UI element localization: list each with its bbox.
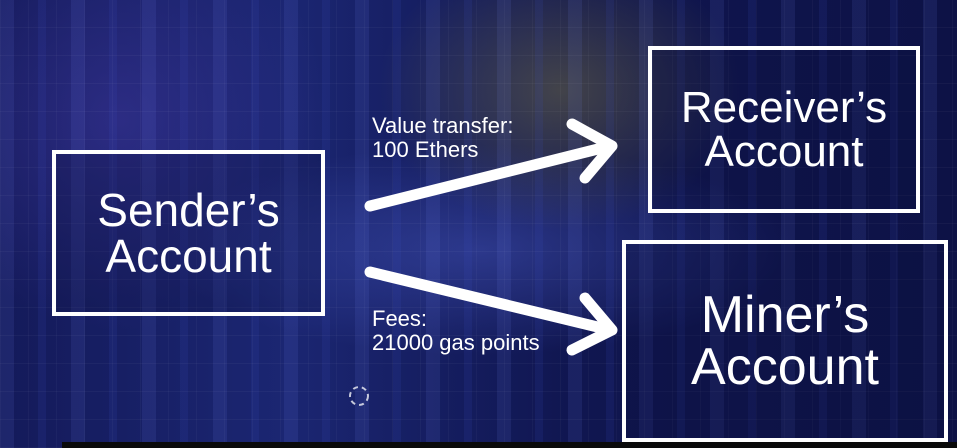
fees-caption-line2: 21000 gas points [372,330,540,356]
fees-caption: Fees: 21000 gas points [372,306,540,356]
loading-spinner-icon [349,386,369,406]
miner-account-box: Miner’s Account [622,240,948,442]
receiver-account-box: Receiver’s Account [648,46,920,213]
sender-account-box: Sender’s Account [52,150,325,316]
sender-account-label: Sender’s Account [97,184,280,282]
fees-caption-line1: Fees: [372,306,428,331]
fees-arrow [364,266,618,356]
receiver-account-label: Receiver’s Account [680,82,888,176]
miner-account-label: Miner’s Account [691,286,879,396]
player-bottom-bar [62,442,957,448]
value-transfer-caption: Value transfer: 100 Ethers [372,113,514,163]
value-transfer-arrow [364,118,618,212]
value-transfer-caption-line1: Value transfer: [372,113,514,138]
value-transfer-caption-line2: 100 Ethers [372,137,479,163]
